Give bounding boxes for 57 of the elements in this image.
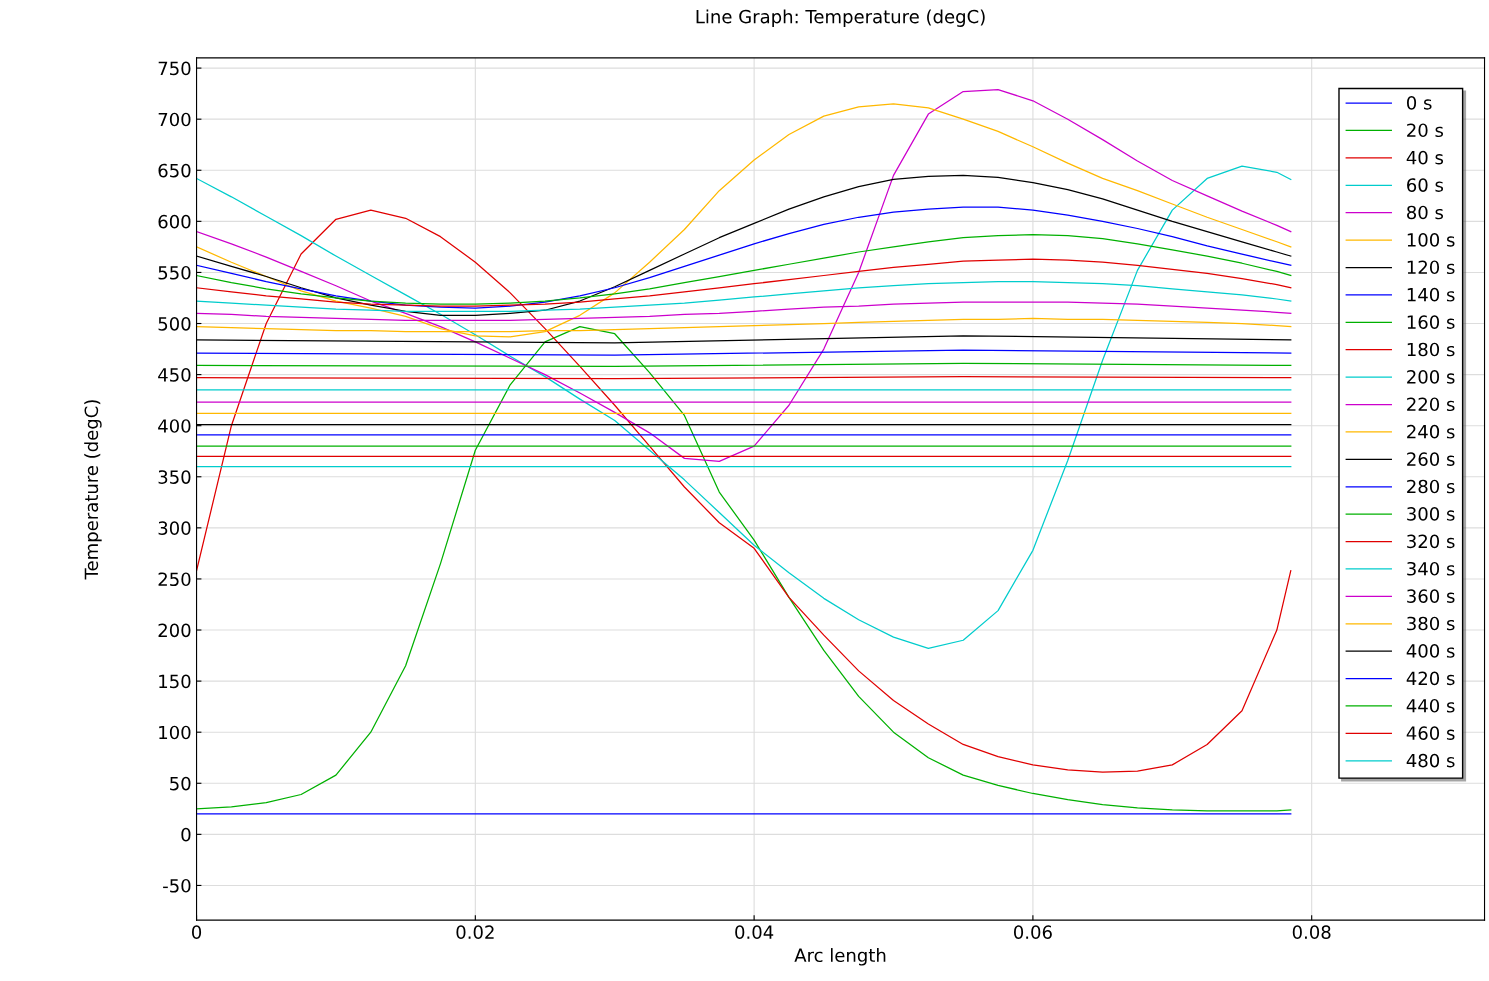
y-tick-label: 700: [158, 112, 191, 127]
legend-label: 240 s: [1407, 424, 1455, 439]
legend-label: 420 s: [1406, 671, 1455, 686]
y-tick-label: 200: [158, 623, 191, 638]
legend-label: 60 s: [1407, 178, 1444, 192]
y-tick-label: -50: [163, 878, 191, 893]
x-tick-label: 0: [191, 925, 202, 940]
legend-label: 20 s: [1407, 123, 1444, 138]
legend-label: 360 s: [1407, 589, 1455, 603]
y-tick-label: 650: [158, 163, 191, 178]
legend-label: 40 s: [1406, 150, 1444, 165]
line-series: [196, 209, 1292, 773]
line-series: [196, 234, 1292, 305]
y-tick-label: 350: [158, 470, 191, 484]
legend-label: 340 s: [1407, 561, 1455, 576]
line-series: [196, 88, 1292, 463]
x-tick-label: 0.08: [1292, 925, 1331, 940]
legend-label: 440 s: [1406, 698, 1455, 713]
legend-label: 320 s: [1407, 534, 1455, 549]
x-tick-label: 0.04: [735, 925, 774, 940]
y-tick-label: 0: [181, 827, 191, 842]
x-tick-label: 0.06: [1013, 925, 1052, 940]
legend-label: 300 s: [1407, 507, 1455, 521]
legend-label: 0 s: [1406, 96, 1432, 110]
line-series: [196, 325, 1292, 812]
legend-label: 200 s: [1407, 370, 1455, 384]
line-series: [196, 103, 1292, 338]
chart-title: Line Graph: Temperature (degC): [696, 9, 985, 27]
legend-label: 220 s: [1407, 397, 1455, 412]
y-tick-label: 150: [159, 674, 191, 689]
y-tick-label: 50: [170, 776, 191, 791]
y-tick-label: 750: [158, 61, 191, 76]
line-series: [196, 206, 1292, 309]
legend-label: 480 s: [1406, 753, 1455, 768]
y-tick-label: 600: [158, 214, 191, 229]
y-axis-title: Temperature (degC): [84, 400, 102, 580]
y-tick-label: 100: [159, 725, 191, 740]
legend-label: 180 s: [1407, 342, 1455, 357]
legend-label: 80 s: [1407, 205, 1444, 220]
legend-label: 260 s: [1407, 452, 1455, 466]
legend-label: 140 s: [1407, 287, 1455, 302]
legend-label: 460 s: [1406, 726, 1455, 740]
legend-label: 100 s: [1407, 233, 1455, 247]
y-tick-label: 500: [158, 316, 191, 331]
x-axis-title: Arc length: [794, 948, 886, 966]
x-tick-label: 0.02: [456, 925, 494, 940]
y-tick-label: 400: [158, 419, 191, 433]
y-tick-label: 450: [158, 368, 191, 382]
legend-label: 280 s: [1407, 479, 1455, 494]
legend-label: 400 s: [1406, 644, 1455, 658]
y-tick-label: 250: [158, 572, 191, 587]
line-series: [196, 165, 1292, 650]
legend-label: 380 s: [1407, 616, 1455, 631]
y-tick-label: 300: [158, 521, 191, 535]
y-tick-label: 550: [158, 265, 191, 280]
legend-label: 160 s: [1407, 315, 1455, 329]
legend-label: 120 s: [1407, 260, 1455, 275]
